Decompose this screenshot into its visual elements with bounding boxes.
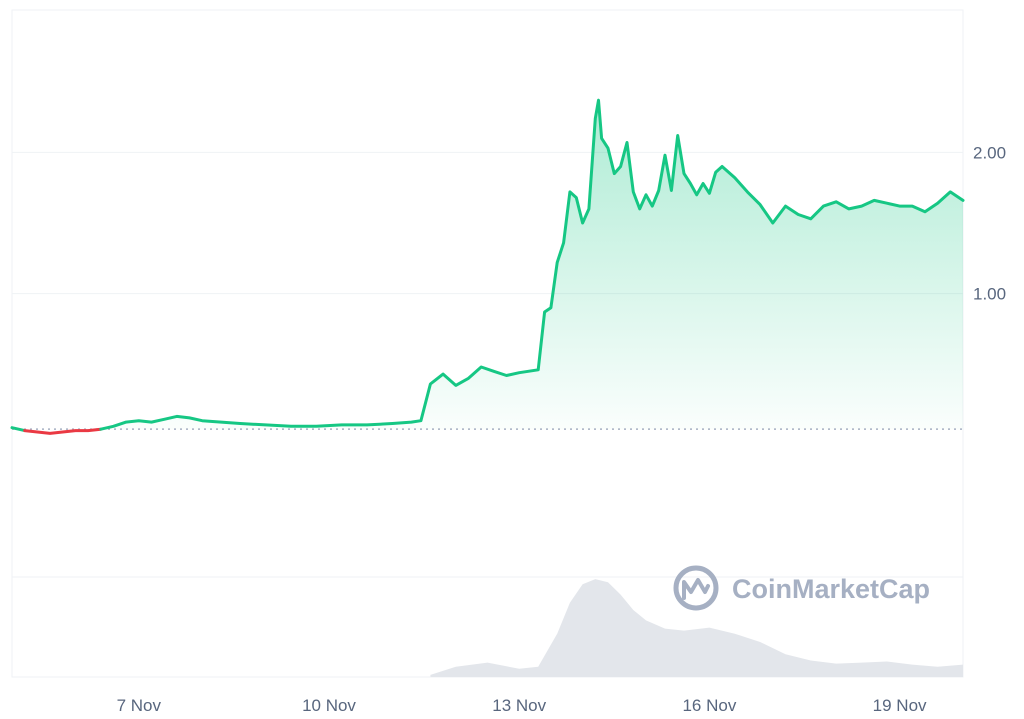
- volume-area: [430, 579, 963, 677]
- watermark-text: CoinMarketCap: [732, 574, 930, 604]
- y-axis: 1.00 2.00: [973, 143, 1006, 303]
- price-series: [10, 98, 965, 435]
- coinmarketcap-logo-icon: [673, 565, 719, 611]
- price-line-segment-0: [10, 426, 27, 433]
- watermark: CoinMarketCap: [673, 565, 930, 611]
- price-line-segment-1: [23, 427, 103, 435]
- y-tick-label-0: 1.00: [973, 285, 1006, 304]
- price-line-segment-2: [99, 98, 965, 431]
- x-tick-label-4: 19 Nov: [873, 696, 927, 715]
- x-tick-label-0: 7 Nov: [117, 696, 162, 715]
- price-area: [12, 100, 963, 430]
- volume-layer: [430, 579, 963, 677]
- x-tick-label-1: 10 Nov: [302, 696, 356, 715]
- price-area-fill: [12, 100, 963, 430]
- x-axis: 7 Nov 10 Nov 13 Nov 16 Nov 19 Nov: [117, 696, 927, 715]
- x-tick-label-2: 13 Nov: [492, 696, 546, 715]
- x-tick-label-3: 16 Nov: [682, 696, 736, 715]
- y-tick-label-1: 2.00: [973, 143, 1006, 162]
